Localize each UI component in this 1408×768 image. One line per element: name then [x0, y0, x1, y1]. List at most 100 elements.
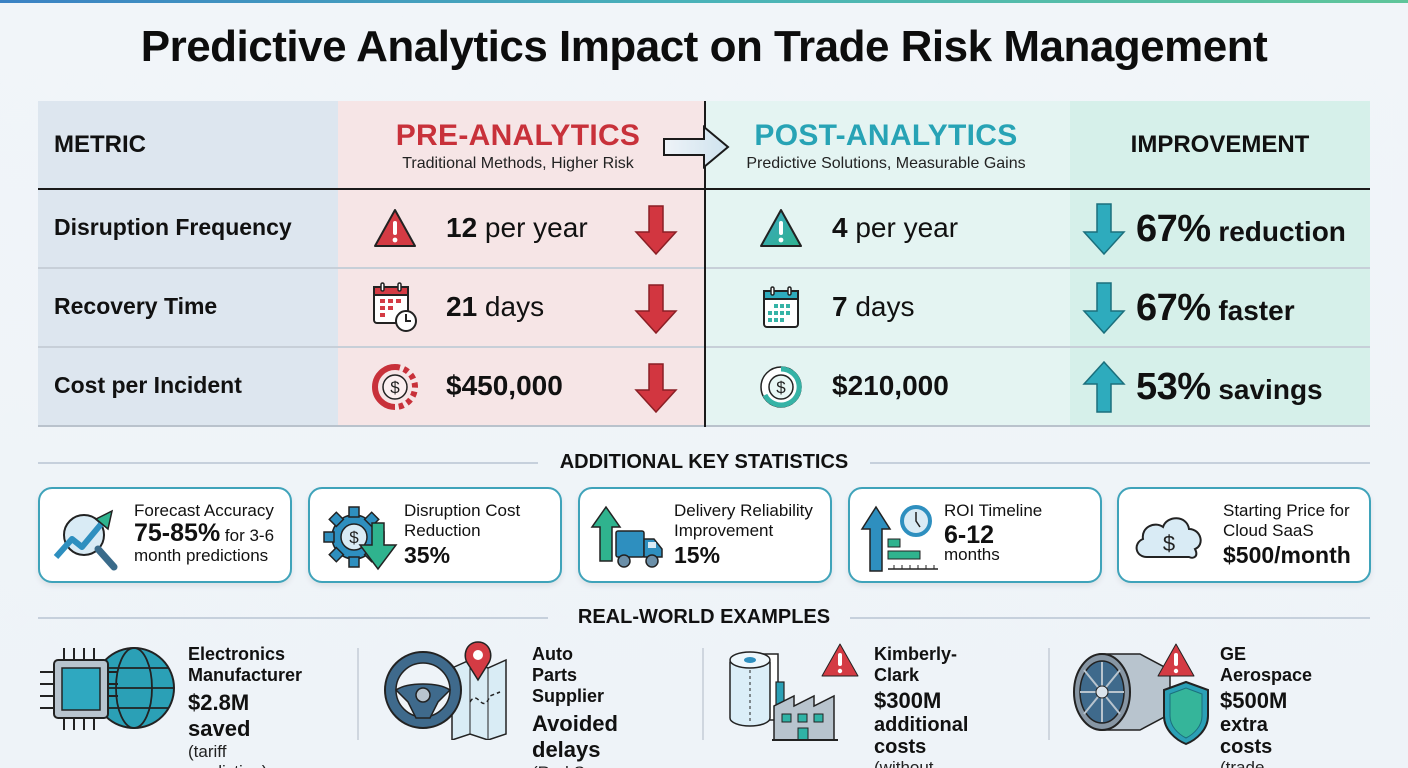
down-arrow-icon: [634, 363, 678, 414]
stat-label: Forecast Accuracy: [134, 501, 274, 520]
stat-label: Delivery Reliability Improvement: [674, 501, 813, 540]
stat-card-cloud-saas-price: $ Starting Price for Cloud SaaS $500/mon…: [1117, 487, 1371, 583]
steering-map-icon: [384, 641, 507, 740]
divider: [38, 617, 548, 619]
table-row: Disruption Frequency 12 per year 4 per y…: [38, 190, 1370, 268]
example-text: Kimberly-Clark $300M additional costs (w…: [874, 644, 968, 768]
example-text: Auto Parts Supplier Avoided delays (Red …: [532, 644, 618, 768]
stat-value: $500/month: [1223, 542, 1351, 568]
stat-label: Disruption Cost Reduction: [404, 501, 521, 540]
divider: [870, 462, 1370, 464]
stat-value: 75-85% for 3-6: [134, 519, 275, 547]
metric-column-bg: [38, 101, 338, 427]
header-pre-analytics: PRE-ANALYTICS Traditional Methods, Highe…: [338, 119, 698, 173]
section-title: ADDITIONAL KEY STATISTICS: [559, 451, 849, 473]
calendar-icon: [763, 286, 799, 328]
stat-label: Starting Price for Cloud SaaS: [1223, 501, 1350, 540]
pre-value: 12 per year: [446, 212, 588, 243]
pre-analytics-column-bg: [338, 101, 705, 427]
down-arrow-icon: [634, 284, 678, 335]
metric-label: Recovery Time: [54, 293, 218, 319]
svg-text:$: $: [390, 378, 400, 397]
stat-extra: month predictions: [134, 546, 269, 565]
example-value-detail: extra costs: [1220, 714, 1273, 758]
stat-value: 35%: [404, 542, 451, 568]
trend-magnifier-icon: [53, 509, 118, 571]
post-analytics-title: POST-ANALYTICS: [754, 119, 1018, 152]
cloud-dollar-icon: $: [1135, 517, 1202, 559]
example-note: (trade restrictions): [1220, 758, 1265, 768]
truck-up-arrow-icon: [590, 505, 663, 568]
example-name: Auto Parts: [532, 644, 578, 685]
down-arrow-icon: [1082, 203, 1126, 256]
examples-heading: REAL-WORLD EXAMPLES: [38, 606, 1370, 630]
stat-card-disruption-cost-reduction: $ Disruption Cost Reduction 35%: [308, 487, 562, 583]
pre-value: 21 days: [446, 291, 545, 322]
pre-analytics-subtitle: Traditional Methods, Higher Risk: [402, 155, 634, 172]
page-title: Predictive Analytics Impact on Trade Ris…: [140, 22, 1268, 71]
divider: [38, 462, 538, 464]
stat-text: ROI Timeline 6-12 months: [944, 501, 1092, 565]
svg-text:$: $: [1163, 531, 1175, 556]
pre-post-divider: [704, 101, 706, 427]
down-arrow-icon: [634, 205, 678, 256]
example-text: GE Aerospace $500M extra costs (trade re…: [1220, 644, 1312, 768]
example-text: Electronics Manufacturer $2.8M saved (ta…: [188, 644, 302, 768]
right-arrow-icon: [663, 125, 730, 169]
example-value-detail: additional costs: [874, 714, 969, 758]
down-arrow-icon: [1082, 282, 1126, 335]
post-value: 7 days: [832, 291, 915, 322]
stat-label: ROI Timeline: [944, 501, 1043, 520]
chip-globe-icon: [40, 647, 175, 730]
section-title: REAL-WORLD EXAMPLES: [577, 606, 831, 628]
example-divider: [1048, 648, 1050, 740]
metric-label: Cost per Incident: [54, 372, 242, 398]
example-divider: [702, 648, 704, 740]
example-note: (tariff prediction): [188, 742, 267, 768]
metric-label: Disruption Frequency: [54, 214, 292, 240]
table-row: Cost per Incident $ $450,000 $ $210,000 …: [38, 348, 1370, 426]
stat-value: 6-12: [944, 521, 995, 549]
improvement-value: 67% faster: [1136, 287, 1295, 329]
example-name: Manufacturer: [188, 665, 303, 685]
jet-engine-shield-warning-icon: [1073, 643, 1209, 746]
stat-value: 15%: [674, 542, 721, 568]
example-name: Electronics: [188, 644, 286, 664]
example-value: $300M: [874, 688, 942, 713]
example-name: Kimberly-Clark: [874, 644, 958, 685]
roi-clock-icon: [860, 505, 938, 572]
dollar-coin-icon: $: [372, 364, 418, 410]
comparison-table: METRIC PRE-ANALYTICS Traditional Methods…: [38, 101, 1370, 427]
gear-dollar-down-icon: $: [323, 506, 398, 571]
stat-text: Delivery Reliability Improvement 15%: [674, 501, 822, 568]
post-value: $210,000: [832, 370, 949, 401]
example-divider: [357, 648, 359, 740]
paper-factory-warning-icon: [729, 643, 859, 741]
calendar-clock-icon: [373, 282, 417, 332]
pre-analytics-title: PRE-ANALYTICS: [395, 119, 641, 152]
up-arrow-icon: [1082, 360, 1126, 413]
svg-text:$: $: [776, 378, 786, 397]
stat-text: Starting Price for Cloud SaaS $500/month: [1223, 501, 1361, 568]
header-improvement: IMPROVEMENT: [1130, 131, 1310, 158]
stat-text: Forecast Accuracy 75-85% for 3-6 month p…: [134, 501, 282, 566]
stat-card-roi-timeline: ROI Timeline 6-12 months: [848, 487, 1102, 583]
post-analytics-column-bg: [705, 101, 1070, 427]
improvement-value: 67% reduction: [1136, 208, 1346, 250]
dollar-coin-icon: $: [760, 366, 802, 408]
stat-extra: months: [944, 545, 1000, 564]
additional-stats-heading: ADDITIONAL KEY STATISTICS: [38, 451, 1370, 475]
header-metric: METRIC: [54, 131, 146, 158]
example-note: (without analytics): [874, 758, 934, 768]
example-name: Supplier: [532, 686, 605, 706]
example-name: GE Aerospace: [1220, 644, 1313, 685]
stat-text: Disruption Cost Reduction 35%: [404, 501, 552, 568]
stat-card-forecast-accuracy: Forecast Accuracy 75-85% for 3-6 month p…: [38, 487, 292, 583]
svg-text:$: $: [349, 528, 359, 547]
example-value: Avoided delays: [532, 711, 618, 762]
table-row: Recovery Time 21 days 7 days 67% faster: [38, 269, 1370, 347]
example-value: $500M: [1220, 688, 1288, 713]
post-analytics-subtitle: Predictive Solutions, Measurable Gains: [746, 155, 1026, 172]
example-value: $2.8M saved: [188, 690, 251, 741]
top-accent-bar: [0, 0, 1408, 3]
